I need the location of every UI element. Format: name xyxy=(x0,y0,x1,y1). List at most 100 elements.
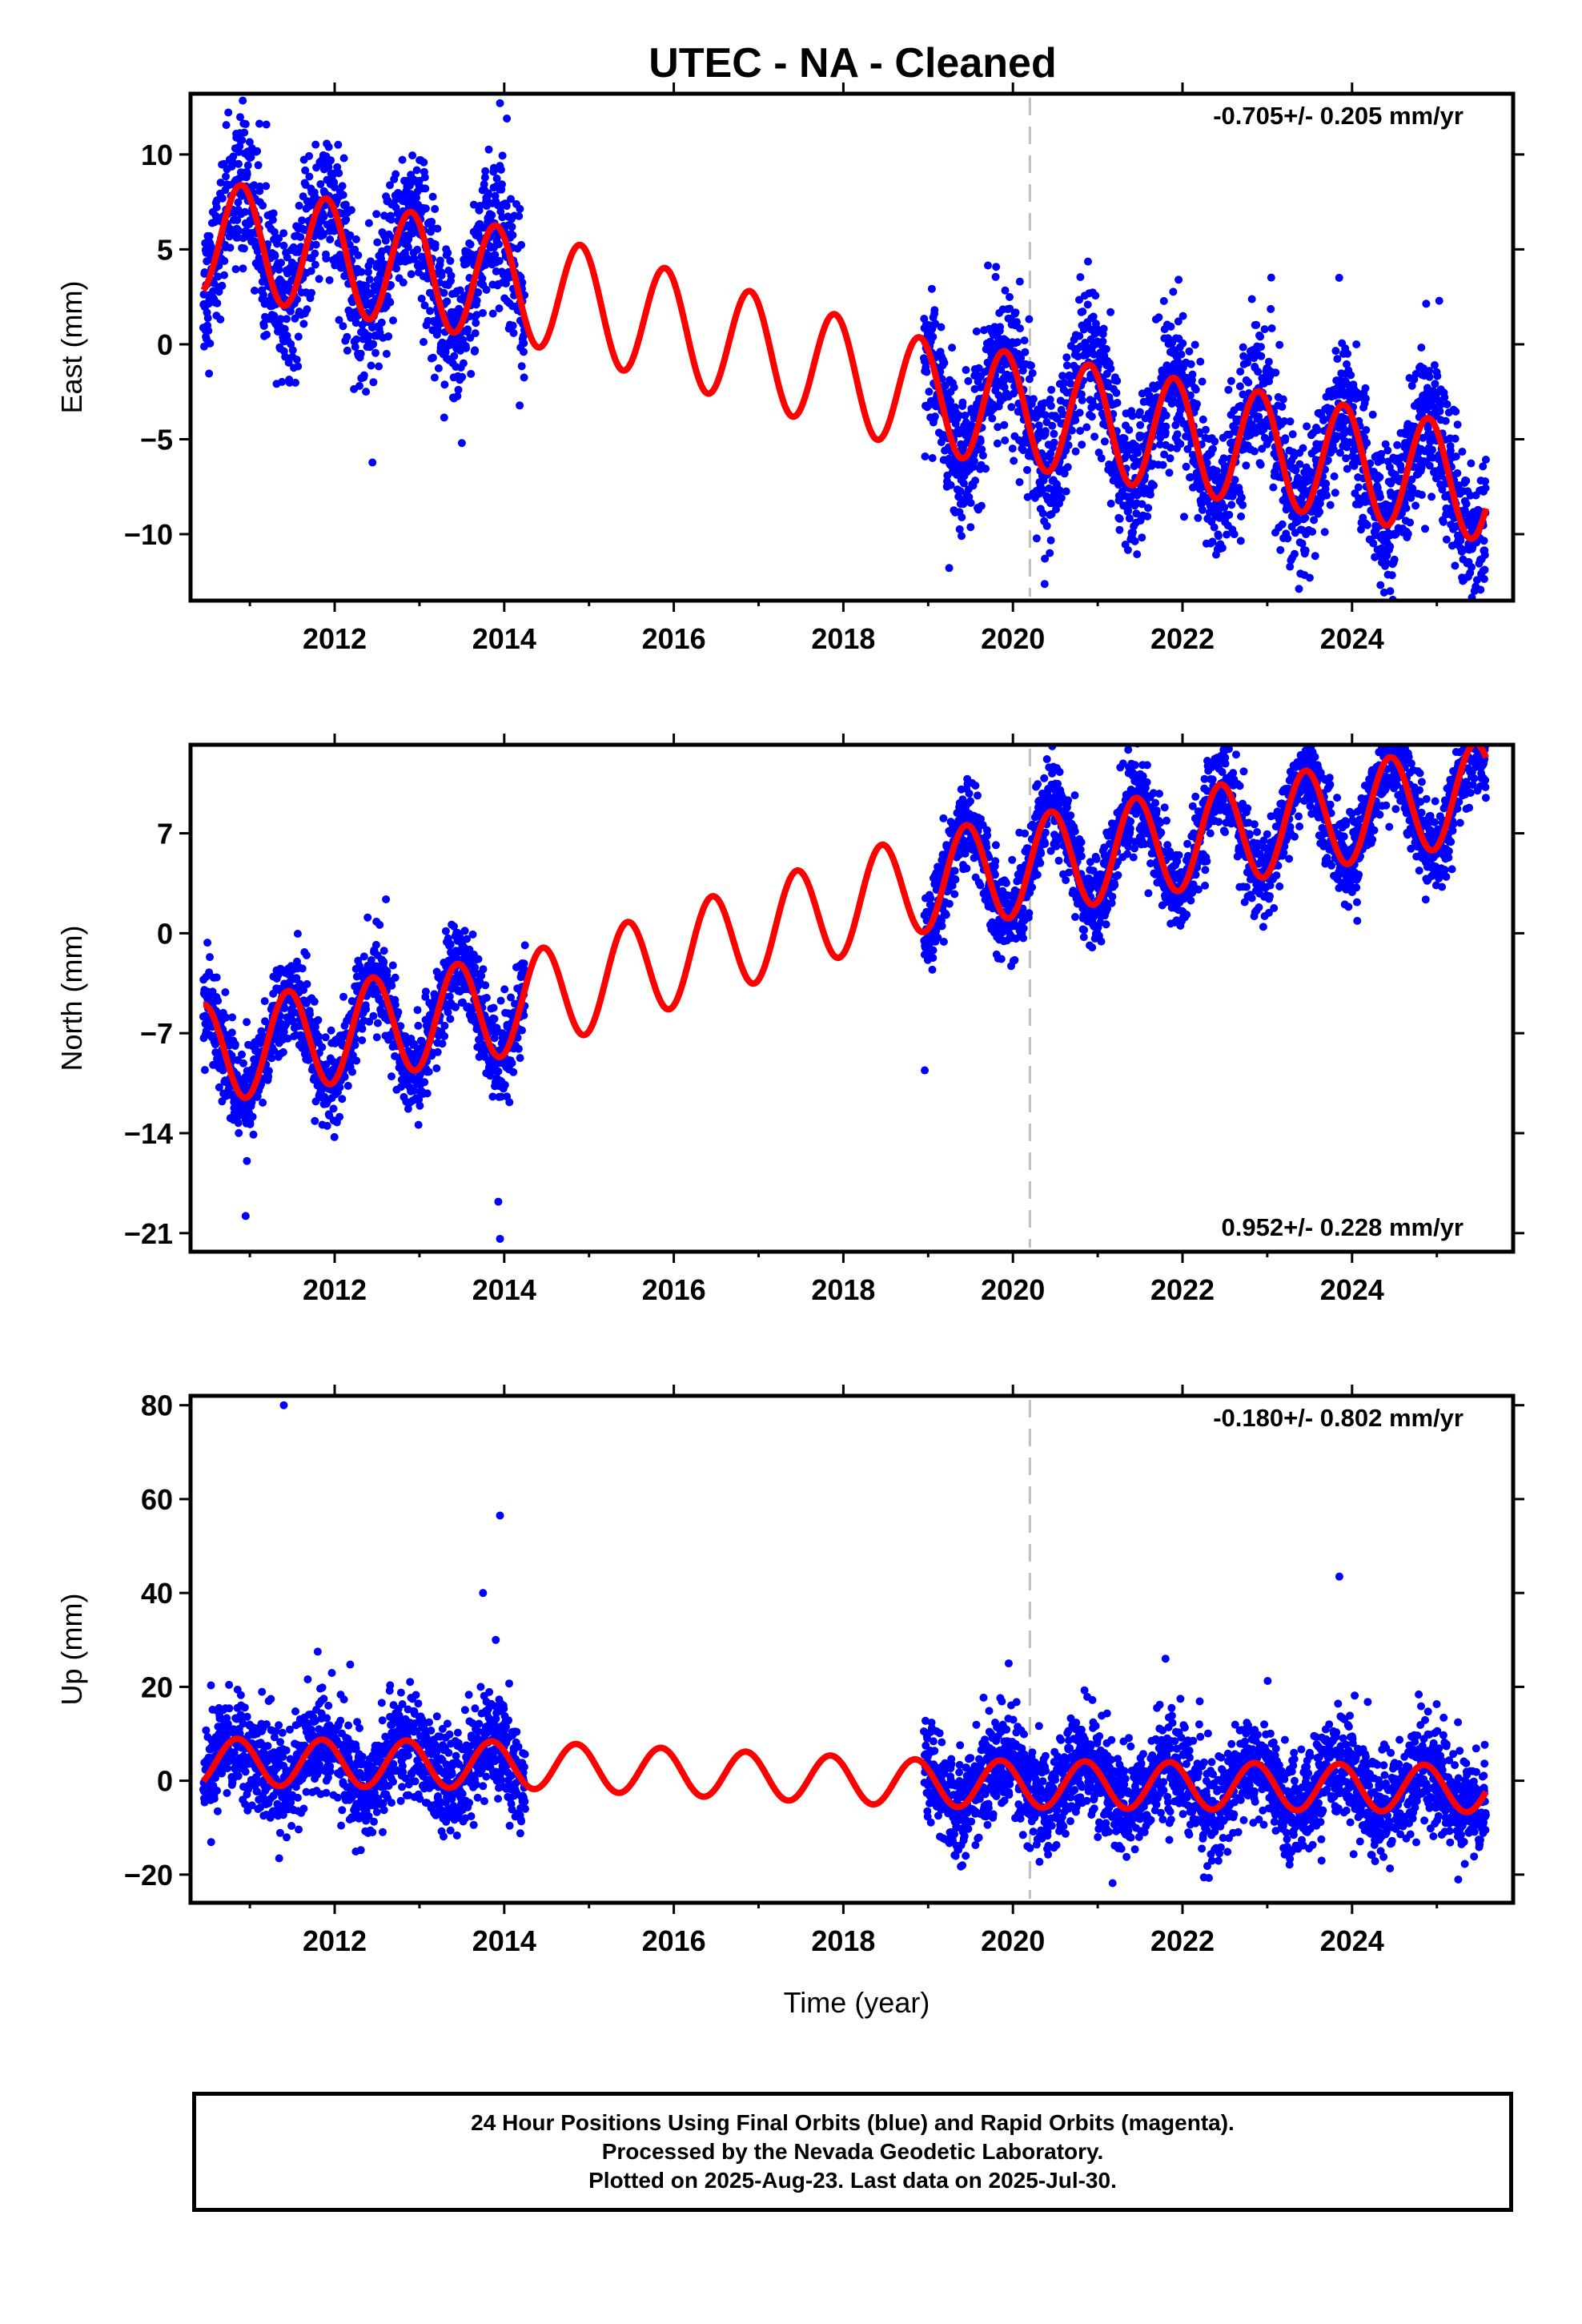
data-point xyxy=(325,275,334,284)
data-point xyxy=(948,344,957,352)
data-point xyxy=(1247,295,1256,304)
data-point xyxy=(305,151,314,160)
data-point xyxy=(938,922,946,931)
data-point xyxy=(1196,357,1205,366)
data-point xyxy=(238,136,247,144)
data-point xyxy=(1162,422,1170,431)
data-point xyxy=(1291,466,1300,475)
data-point xyxy=(1421,525,1429,533)
data-point xyxy=(1040,399,1049,408)
data-point xyxy=(222,121,231,130)
data-point xyxy=(275,265,283,274)
data-point xyxy=(423,1089,432,1098)
data-point xyxy=(216,179,225,187)
data-point xyxy=(1435,407,1444,416)
data-point xyxy=(1154,313,1163,322)
data-point xyxy=(420,338,428,346)
data-point xyxy=(1252,320,1261,329)
data-point xyxy=(441,927,450,935)
data-point xyxy=(1124,507,1133,515)
data-point xyxy=(299,320,308,328)
data-point xyxy=(929,332,938,341)
data-point xyxy=(306,1010,314,1019)
data-point xyxy=(492,175,501,183)
data-point xyxy=(1305,573,1314,582)
data-point xyxy=(358,1024,367,1033)
data-point xyxy=(514,1044,523,1053)
data-point xyxy=(950,383,958,392)
data-point xyxy=(1279,395,1287,404)
data-point xyxy=(1480,537,1488,545)
data-point xyxy=(964,376,973,385)
data-point xyxy=(1343,360,1351,368)
data-point xyxy=(233,215,242,224)
data-point xyxy=(1406,518,1415,527)
data-point xyxy=(1011,308,1020,317)
data-point xyxy=(1362,426,1371,434)
data-point xyxy=(468,930,477,939)
data-point xyxy=(1040,580,1049,589)
data-point xyxy=(1199,415,1207,424)
data-point xyxy=(227,1028,236,1037)
data-point xyxy=(1128,412,1137,420)
data-point xyxy=(1315,508,1324,517)
data-point xyxy=(1191,385,1200,394)
data-point xyxy=(1019,446,1028,455)
data-point xyxy=(1453,468,1462,477)
data-point xyxy=(1060,379,1069,388)
data-point xyxy=(437,271,446,279)
data-point xyxy=(997,365,1006,374)
data-point xyxy=(440,413,448,422)
data-point xyxy=(1010,456,1018,465)
data-point xyxy=(1097,454,1106,463)
data-point xyxy=(1166,454,1174,463)
data-point xyxy=(1453,420,1462,429)
data-point xyxy=(259,322,268,330)
data-point xyxy=(1462,476,1471,485)
data-point xyxy=(245,138,254,147)
data-point xyxy=(1099,324,1108,333)
y-tick-label: −10 xyxy=(124,518,173,551)
data-point xyxy=(319,230,328,238)
data-point xyxy=(1138,500,1146,509)
data-point xyxy=(474,288,483,297)
data-point xyxy=(1106,308,1115,316)
data-point xyxy=(251,286,259,295)
data-point xyxy=(358,1036,367,1044)
data-point xyxy=(1330,472,1339,480)
data-point xyxy=(1057,493,1066,502)
data-point xyxy=(355,381,363,390)
data-point xyxy=(1118,487,1126,496)
data-point xyxy=(496,99,504,107)
data-point xyxy=(321,1033,330,1042)
data-point xyxy=(373,1019,382,1027)
data-point xyxy=(311,240,320,249)
data-point xyxy=(1310,516,1319,525)
data-point xyxy=(384,332,393,340)
data-point xyxy=(940,359,949,367)
data-point xyxy=(322,254,331,263)
data-point xyxy=(1468,563,1476,572)
data-point xyxy=(205,231,214,240)
data-point xyxy=(382,349,391,358)
data-point xyxy=(1025,315,1034,324)
data-point xyxy=(1168,394,1177,403)
data-point xyxy=(323,1121,331,1130)
data-point xyxy=(414,1021,423,1030)
data-point xyxy=(339,992,347,1001)
data-point xyxy=(298,216,307,225)
data-point xyxy=(436,256,444,265)
data-point xyxy=(408,151,417,160)
data-point xyxy=(341,200,350,209)
data-point xyxy=(228,1013,237,1022)
data-point xyxy=(1025,375,1034,384)
data-point xyxy=(277,259,285,267)
data-point xyxy=(246,1120,255,1128)
data-point xyxy=(926,894,935,903)
data-point xyxy=(1230,530,1239,539)
data-point xyxy=(481,981,490,990)
data-point xyxy=(471,329,480,338)
data-point xyxy=(1062,353,1071,362)
data-point xyxy=(331,183,339,191)
data-point xyxy=(387,1072,396,1081)
